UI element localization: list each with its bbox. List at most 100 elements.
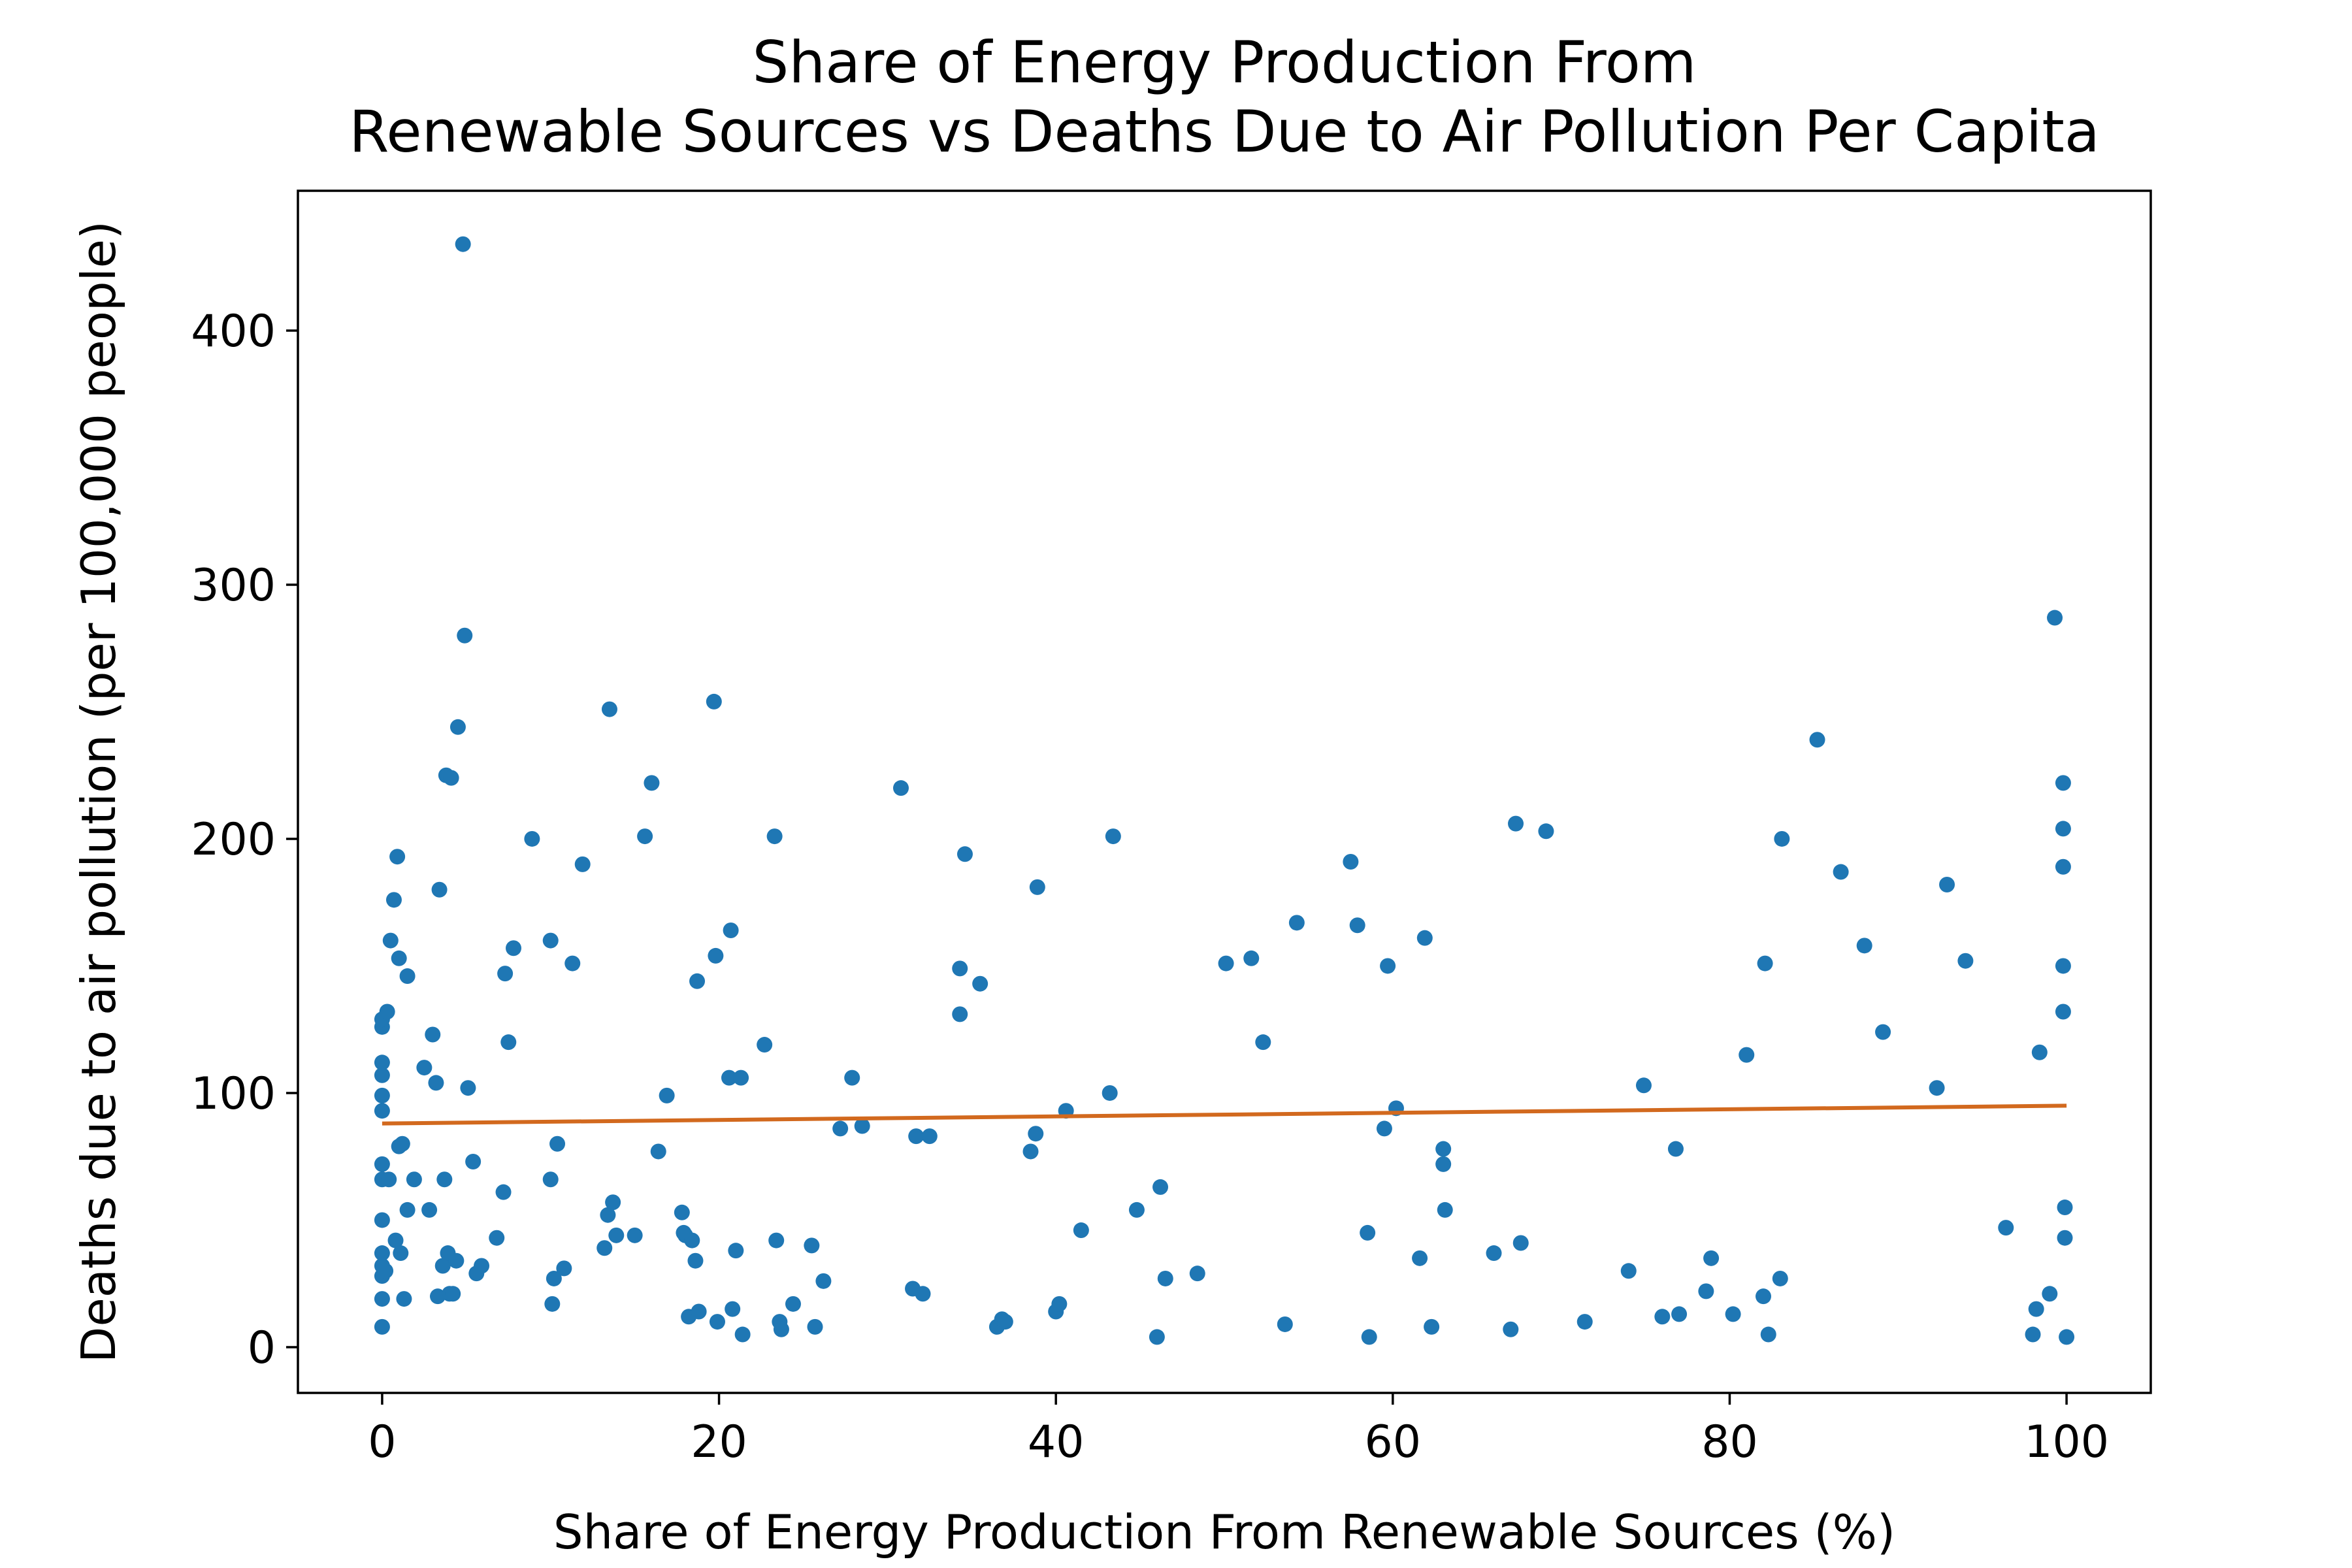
scatter-point	[506, 940, 522, 956]
scatter-point	[1218, 955, 1234, 972]
x-axis-label: Share of Energy Production From Renewabl…	[553, 1505, 1895, 1560]
scatter-point	[785, 1296, 801, 1312]
scatter-point	[1029, 879, 1045, 895]
scatter-point	[659, 1087, 675, 1103]
scatter-point	[556, 1260, 572, 1277]
scatter-point	[379, 1004, 395, 1020]
scatter-point	[544, 1296, 561, 1312]
scatter-point	[448, 1252, 465, 1269]
scatter-point	[497, 966, 514, 982]
scatter-point	[1538, 823, 1554, 840]
scatter-point	[1875, 1024, 1891, 1040]
scatter-point	[644, 775, 660, 791]
scatter-point	[952, 960, 968, 977]
scatter-point	[1349, 917, 1365, 934]
scatter-point	[997, 1314, 1013, 1330]
scatter-point	[1105, 828, 1121, 845]
scatter-point	[1512, 1235, 1529, 1251]
scatter-point	[734, 1326, 751, 1343]
scatter-point	[546, 1270, 562, 1286]
scatter-point	[495, 1184, 512, 1200]
scatter-point	[1654, 1309, 1671, 1325]
scatter-point	[1725, 1306, 1741, 1322]
scatter-point	[706, 693, 722, 710]
scatter-point	[1073, 1222, 1089, 1239]
scatter-point	[2055, 858, 2071, 875]
scatter-point	[2057, 1200, 2073, 1216]
scatter-point	[1809, 732, 1825, 748]
scatter-point	[637, 828, 653, 845]
scatter-point	[733, 1070, 749, 1086]
scatter-point	[393, 1245, 409, 1262]
scatter-point	[832, 1120, 849, 1137]
scatter-point	[374, 1067, 390, 1083]
scatter-point	[1757, 955, 1773, 972]
scatter-point	[374, 1103, 390, 1119]
scatter-point	[608, 1227, 625, 1243]
scatter-point	[399, 1201, 416, 1218]
scatter-point	[1774, 830, 1790, 847]
scatter-point	[708, 947, 724, 964]
scatter-point	[1022, 1143, 1039, 1160]
scatter-point	[431, 881, 448, 898]
scatter-point	[429, 1288, 446, 1305]
scatter-point	[1152, 1179, 1169, 1195]
scatter-point	[1277, 1316, 1293, 1332]
scatter-point	[807, 1318, 823, 1335]
scatter-point	[1667, 1141, 1684, 1157]
scatter-point	[892, 780, 909, 796]
scatter-point	[500, 1034, 517, 1051]
y-tick-label: 0	[248, 1322, 276, 1374]
scatter-point	[2025, 1326, 2041, 1343]
scatter-point	[425, 1026, 441, 1043]
x-tick-label: 40	[1028, 1416, 1085, 1468]
scatter-point	[455, 236, 471, 252]
scatter-point	[605, 1194, 621, 1211]
scatter-point	[1957, 953, 1974, 969]
scatter-point	[428, 1075, 444, 1091]
scatter-point	[1939, 876, 1955, 892]
scatter-point	[2059, 1329, 2075, 1345]
x-tick-label: 60	[1365, 1416, 1422, 1468]
scatter-point	[1361, 1329, 1377, 1345]
scatter-point	[815, 1273, 832, 1289]
scatter-point	[844, 1070, 860, 1086]
scatter-point	[773, 1321, 789, 1337]
scatter-point	[709, 1314, 725, 1330]
scatter-point	[600, 1207, 616, 1223]
scatter-point	[1412, 1250, 1428, 1266]
x-tick-label: 80	[1701, 1416, 1758, 1468]
scatter-point	[1416, 930, 1433, 946]
y-tick-label: 300	[191, 560, 276, 612]
scatter-point	[915, 1286, 931, 1302]
scatter-point	[725, 1301, 741, 1317]
scatter-point	[1756, 1288, 1772, 1305]
y-tick-label: 200	[191, 814, 276, 866]
scatter-point	[956, 846, 973, 862]
scatter-point	[387, 1232, 404, 1249]
scatter-point	[650, 1143, 666, 1160]
scatter-point	[549, 1135, 566, 1152]
scatter-point	[382, 932, 399, 949]
plot-frame	[297, 189, 2152, 1394]
y-axis-label: Deaths due to air pollution (per 100,000…	[71, 221, 126, 1363]
scatter-point	[524, 830, 540, 847]
scatter-point	[1739, 1047, 1755, 1063]
scatter-point	[489, 1230, 505, 1246]
scatter-point	[416, 1060, 433, 1076]
scatter-point	[445, 1286, 461, 1302]
scatter-point	[374, 1087, 390, 1103]
scatter-point	[627, 1227, 643, 1243]
scatter-point	[457, 627, 473, 644]
scatter-point	[1503, 1321, 1519, 1337]
scatter-point	[1698, 1283, 1714, 1299]
scatter-point	[374, 1291, 390, 1307]
scatter-point	[374, 1318, 390, 1335]
scatter-point	[378, 1263, 394, 1279]
scatter-point	[952, 1006, 968, 1022]
scatter-point	[1051, 1296, 1068, 1312]
scatter-point	[2057, 1230, 2073, 1246]
scatter-point	[434, 1258, 451, 1274]
scatter-point	[1189, 1266, 1205, 1282]
